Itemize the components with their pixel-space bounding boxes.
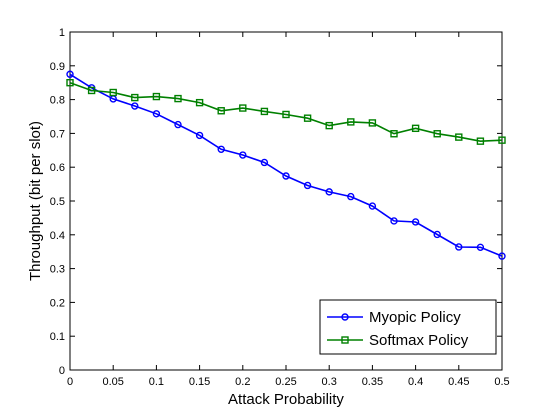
x-tick-label: 0.35 xyxy=(362,376,383,388)
data-point-1-6 xyxy=(195,98,204,107)
y-tick-label: 0.9 xyxy=(50,61,65,73)
data-point-0-7 xyxy=(217,145,225,153)
data-point-0-5 xyxy=(174,120,182,129)
data-point-0-18 xyxy=(455,243,463,251)
data-point-0-14 xyxy=(368,202,377,210)
y-tick-label: 0.2 xyxy=(50,297,65,309)
series-line-1 xyxy=(69,81,503,143)
legend-label-softmax: Softmax Policy xyxy=(369,332,469,349)
data-point-0-19 xyxy=(476,243,485,252)
axis-ticks: 0 0.05 0.1 0.15 0.2 0.25 0.3 0.35 0.4 0.45 0.5 0 0.1… xyxy=(50,27,510,388)
x-tick-label: 0.5 xyxy=(494,376,509,388)
data-point-0-13 xyxy=(347,192,355,201)
data-point-0-9 xyxy=(260,158,269,167)
x-tick-label: 0.2 xyxy=(235,376,250,388)
data-point-1-2 xyxy=(109,88,117,97)
y-tick-label: 0 xyxy=(59,365,65,377)
data-point-1-5 xyxy=(174,94,182,103)
data-point-0-20 xyxy=(498,252,506,260)
y-tick-label: 0.3 xyxy=(50,264,65,276)
data-point-1-18 xyxy=(455,133,463,141)
data-point-1-0 xyxy=(66,78,74,87)
x-tick-label: 0.15 xyxy=(189,376,210,388)
legend-label-myopic: Myopic Policy xyxy=(369,309,461,326)
data-point-1-19 xyxy=(476,137,485,145)
x-tick-label: 0 xyxy=(67,376,73,388)
data-point-1-1 xyxy=(87,86,96,95)
data-point-0-12 xyxy=(325,188,333,196)
data-point-1-13 xyxy=(347,118,355,126)
series-line-0 xyxy=(69,73,503,257)
data-point-1-9 xyxy=(260,107,269,116)
data-point-1-4 xyxy=(152,92,161,101)
x-tick-label: 0.3 xyxy=(322,376,337,388)
y-tick-label: 1 xyxy=(59,27,65,39)
y-tick-label: 0.4 xyxy=(50,230,65,242)
data-point-1-7 xyxy=(217,107,225,115)
series-layer xyxy=(66,70,506,260)
data-point-1-16 xyxy=(411,124,420,133)
data-point-0-4 xyxy=(152,110,161,118)
legend-marker-softmax xyxy=(341,336,349,344)
data-point-1-11 xyxy=(303,114,312,122)
x-tick-label: 0.05 xyxy=(102,376,123,388)
y-tick-label: 0.1 xyxy=(50,331,65,343)
data-point-0-0 xyxy=(66,70,74,78)
data-point-0-3 xyxy=(131,102,139,110)
y-tick-label: 0.8 xyxy=(50,95,65,107)
data-point-1-3 xyxy=(131,93,139,102)
x-tick-label: 0.25 xyxy=(275,376,296,388)
data-point-1-15 xyxy=(390,130,398,138)
data-point-0-16 xyxy=(411,218,420,226)
y-tick-label: 0.5 xyxy=(50,196,65,208)
legend: Myopic Policy Softmax Policy xyxy=(319,299,497,355)
legend-box xyxy=(319,299,497,355)
x-tick-label: 0.1 xyxy=(149,376,164,388)
data-point-1-8 xyxy=(239,104,247,112)
y-tick-label: 0.7 xyxy=(50,128,65,140)
legend-marker-myopic xyxy=(341,313,349,321)
data-point-0-15 xyxy=(390,217,398,225)
data-point-0-6 xyxy=(195,131,204,140)
data-point-1-10 xyxy=(282,110,290,119)
data-point-1-17 xyxy=(433,130,441,138)
data-point-0-8 xyxy=(239,151,247,159)
x-tick-label: 0.45 xyxy=(448,376,469,388)
data-point-0-17 xyxy=(433,230,441,239)
y-tick-label: 0.6 xyxy=(50,162,65,174)
data-point-1-14 xyxy=(368,119,377,127)
data-point-1-12 xyxy=(325,121,333,130)
data-point-1-20 xyxy=(498,136,506,144)
data-point-0-10 xyxy=(282,172,290,180)
x-axis-title: Attack Probability xyxy=(228,391,344,408)
x-tick-label: 0.4 xyxy=(408,376,423,388)
y-axis-title: Throughput (bit per slot) xyxy=(27,121,44,281)
data-point-0-11 xyxy=(303,181,312,190)
